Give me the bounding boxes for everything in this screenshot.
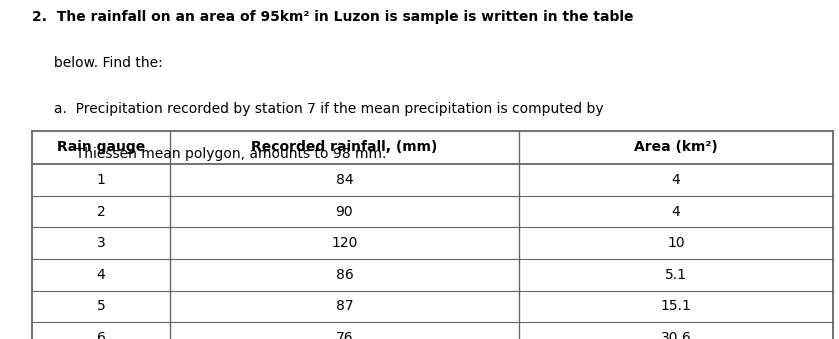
Text: 5: 5	[96, 299, 106, 313]
Text: 87: 87	[336, 299, 353, 313]
Text: 15.1: 15.1	[660, 299, 691, 313]
Text: 5.1: 5.1	[664, 268, 687, 282]
Text: 10: 10	[667, 236, 685, 250]
Text: 6: 6	[96, 331, 106, 339]
Text: 84: 84	[336, 173, 353, 187]
Text: 4: 4	[671, 205, 680, 219]
Text: 30.6: 30.6	[660, 331, 691, 339]
Text: Area (km²): Area (km²)	[634, 140, 717, 155]
Text: Rain gauge: Rain gauge	[57, 140, 145, 155]
Text: 2: 2	[96, 205, 106, 219]
Text: 2.  The rainfall on an area of 95km² in Luzon is sample is written in the table: 2. The rainfall on an area of 95km² in L…	[32, 10, 633, 24]
Text: 120: 120	[331, 236, 357, 250]
Text: a.  Precipitation recorded by station 7 if the mean precipitation is computed by: a. Precipitation recorded by station 7 i…	[32, 102, 603, 116]
Text: 90: 90	[336, 205, 353, 219]
Text: 4: 4	[671, 173, 680, 187]
Text: 86: 86	[336, 268, 353, 282]
Text: Recorded rainfall, (mm): Recorded rainfall, (mm)	[251, 140, 438, 155]
Text: 3: 3	[96, 236, 106, 250]
Text: 4: 4	[96, 268, 106, 282]
Text: 1: 1	[96, 173, 106, 187]
Text: 76: 76	[336, 331, 353, 339]
Text: Thiessen mean polygon, amounts to 98 mm.: Thiessen mean polygon, amounts to 98 mm.	[32, 147, 386, 161]
Text: below. Find the:: below. Find the:	[32, 56, 163, 70]
